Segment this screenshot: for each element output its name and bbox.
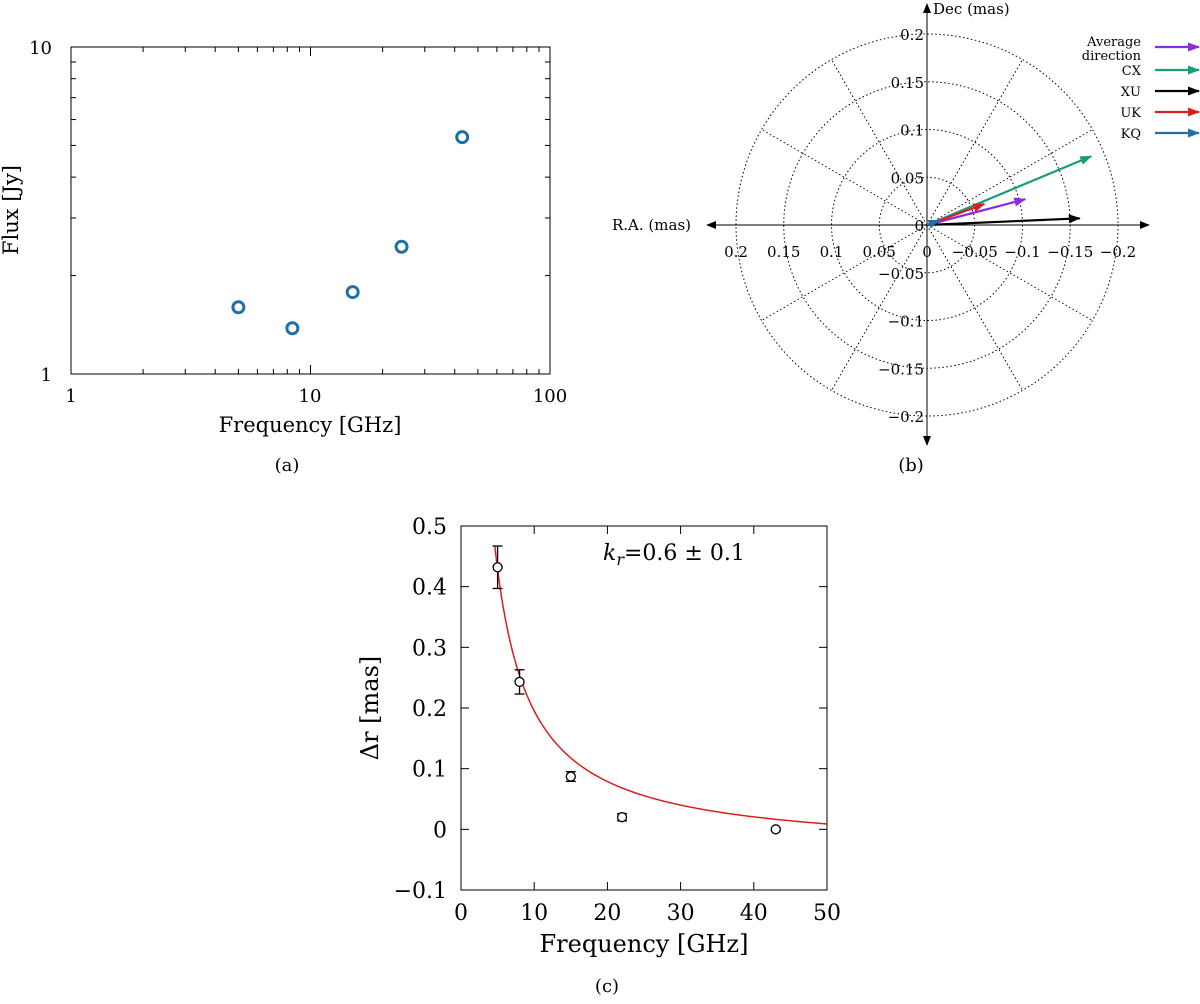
panel-c-core-shift: 0 10 20 30 40 50 −0.1 0 0.1 0.2 0.3 0.4 0.5 kr=0.6 ±… [356, 515, 841, 997]
panel-a-xlabel: Frequency [GHz] [219, 413, 402, 437]
panel-b-grid-spoke [926, 224, 1093, 321]
panel-a-data-point [345, 285, 360, 300]
panel-b-dec-tick-label: −0.1 [888, 313, 924, 331]
panel-b-legend-label: XU [1121, 85, 1141, 100]
panel-b-ra-axis-arrow-left [706, 221, 716, 229]
panel-b-vector [926, 219, 941, 229]
panel-c-tick-labels: 0 10 20 30 40 50 −0.1 0 0.1 0.2 0.3 0.4 0.5 [394, 515, 841, 926]
panel-c-plot-frame [460, 525, 828, 891]
panel-b-dec-tick-label: −0.2 [888, 408, 924, 426]
panel-c-ytick-label: 0.1 [412, 758, 447, 783]
panel-a-data-point [231, 300, 246, 315]
panel-b-vectors [926, 155, 1093, 229]
panel-c-xtick-label: 50 [813, 901, 841, 926]
panel-c-xtick-label: 10 [520, 901, 548, 926]
panel-b-ra-tick-label: −0.2 [1100, 243, 1136, 261]
panel-a-data-point [285, 321, 300, 336]
panel-c-ytick-label: 0 [433, 818, 447, 843]
panel-b-legend-label: CX [1122, 64, 1142, 79]
panel-b-ra-tick-label: 0 [922, 243, 932, 261]
panel-b-legend-label: KQ [1121, 127, 1141, 142]
panel-c-annotation: kr=0.6 ± 0.1 [603, 541, 745, 569]
panel-c-ticks [460, 525, 828, 891]
panel-b-ra-tick-label: 0.1 [820, 243, 844, 261]
panel-b-dec-tick-label: 0.15 [891, 74, 924, 92]
panel-b-vector [926, 197, 1027, 227]
panel-b-caption: (b) [898, 455, 924, 476]
panel-a-ylabel: Flux [Jy] [0, 165, 23, 255]
panel-c-ytick-label: 0.3 [412, 636, 447, 661]
panel-b-legend-label: UK [1120, 106, 1141, 121]
panel-b-dec-tick-label: 0.2 [900, 26, 924, 44]
panel-b-polar-directions: Dec (mas) R.A. (mas) 0.20.20.150.150.10.… [612, 0, 1200, 476]
panel-c-xtick-label: 40 [740, 901, 768, 926]
panel-a-xtick-1: 1 [65, 386, 76, 407]
panel-c-xtick-label: 0 [454, 901, 468, 926]
panel-b-ra-tick-label: −0.05 [952, 243, 998, 261]
panel-c-fit-curve [494, 546, 828, 825]
panel-a-xtick-100: 100 [533, 386, 567, 407]
panel-b-dec-tick-label: −0.05 [878, 265, 924, 283]
panel-c-xtick-label: 20 [593, 901, 621, 926]
panel-b-ra-tick-label: 0.2 [724, 243, 748, 261]
panel-a-points [231, 130, 470, 336]
panel-b-dec-tick-label: 0.1 [900, 122, 924, 140]
panel-b-tick-labels: 0.2 0.2 0.15 0.15 0.1 0.1 0.05 0.05 0 0 −0.05 −0.05… [724, 26, 1136, 426]
panel-a-ytick-10: 10 [29, 38, 52, 59]
panel-c-ytick-label: 0.4 [412, 576, 447, 601]
panel-b-dec-axis-arrow-up [923, 3, 931, 13]
panel-c-xtick-label: 30 [667, 901, 695, 926]
panel-a-caption: (a) [275, 455, 300, 476]
panel-a-ticks [70, 46, 550, 375]
panel-c-ylabel: Δr [mas] [356, 656, 384, 761]
panel-a-xtick-10: 10 [299, 386, 322, 407]
panel-a-plot-frame [70, 46, 551, 375]
panel-b-legend-label: direction [1082, 49, 1142, 64]
panel-c-xlabel: Frequency [GHz] [540, 930, 749, 958]
panel-c-data-point [492, 562, 503, 573]
panel-c-caption: (c) [595, 976, 619, 997]
panel-b-ra-axis-arrow-right [1140, 221, 1150, 229]
panel-b-ra-tick-label: −0.1 [1004, 243, 1040, 261]
panel-b-ra-tick-label: −0.15 [1047, 243, 1093, 261]
panel-a-data-point [455, 130, 470, 145]
panel-b-dec-tick-label: −0.15 [878, 360, 924, 378]
panel-c-points [492, 545, 781, 835]
panel-a-data-point [394, 239, 409, 254]
panel-b-vector [926, 214, 1081, 227]
panel-b-ra-tick-label: 0.05 [863, 243, 896, 261]
panel-c-data-point [514, 676, 525, 688]
panel-b-dec-title: Dec (mas) [933, 0, 1010, 18]
panel-c-data-point [616, 812, 628, 823]
panel-b-dec-axis-arrow-down [923, 436, 931, 446]
panel-c-ytick-label: 0.5 [412, 515, 447, 540]
panel-c-data-point [565, 771, 576, 782]
panel-c-ytick-label: 0.2 [412, 697, 447, 722]
panel-a-flux-spectrum: 1 10 100 1 10 Frequency [GHz] Flux [Jy] … [0, 38, 567, 476]
panel-b-dec-tick-label: 0.05 [891, 169, 924, 187]
panel-c-data-point [770, 824, 781, 835]
panel-b-ra-tick-label: 0.15 [767, 243, 800, 261]
panel-b-grid-spoke [926, 59, 1023, 226]
panel-b-ra-title: R.A. (mas) [612, 216, 691, 234]
panel-b-dec-tick-label: 0 [914, 217, 924, 235]
panel-b-vector [926, 155, 1093, 227]
panel-b-legend-label: Average [1086, 35, 1141, 50]
panel-c-ytick-label: −0.1 [394, 879, 447, 904]
panel-a-ytick-1: 1 [41, 365, 52, 386]
